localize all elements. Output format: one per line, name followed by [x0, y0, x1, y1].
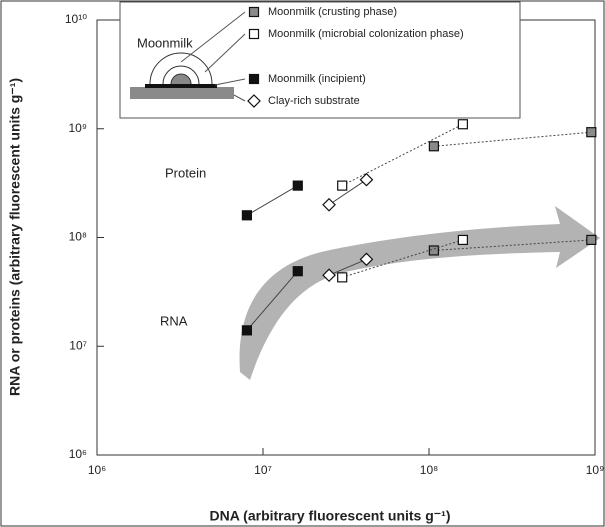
annotation: Protein — [165, 165, 206, 180]
marker — [322, 268, 336, 283]
marker — [457, 119, 468, 130]
marker — [359, 172, 374, 187]
illustration-incipient — [145, 84, 217, 88]
legend-label: Moonmilk (incipient) — [268, 73, 366, 85]
annotation: RNA — [160, 313, 188, 328]
marker — [428, 245, 439, 256]
marker — [241, 210, 253, 221]
marker — [337, 180, 348, 191]
y-axis-label: RNA or proteins (arbitrary fluorescent u… — [7, 78, 23, 396]
y-tick-label: 10⁶ — [69, 447, 87, 461]
illustration-inner — [170, 73, 192, 85]
marker — [428, 141, 439, 152]
marker — [586, 127, 597, 138]
illustration-leaders — [180, 11, 246, 102]
x-tick-label: 10⁹ — [586, 463, 605, 477]
x-tick-label: 10⁶ — [88, 463, 106, 477]
marker — [359, 252, 374, 267]
y-tick-label: 10¹⁰ — [65, 12, 87, 26]
marker — [292, 180, 303, 191]
legend-marker — [248, 28, 260, 40]
y-tick-label: 10⁷ — [69, 338, 87, 352]
marker — [292, 266, 303, 277]
marker — [586, 234, 597, 246]
series-line — [328, 179, 367, 206]
x-tick-label: 10⁷ — [254, 463, 272, 477]
x-tick-label: 10⁸ — [420, 463, 438, 477]
trend-arrow — [239, 206, 600, 380]
series-line — [246, 185, 299, 216]
series-line — [433, 131, 592, 147]
legend-label: Moonmilk (crusting phase) — [268, 6, 397, 18]
legend-label: Clay-rich substrate — [268, 95, 360, 107]
series-line — [341, 123, 464, 187]
illustration-substrate — [130, 87, 234, 99]
y-tick-label: 10⁸ — [69, 230, 87, 244]
legend-title: Moonmilk — [137, 35, 193, 50]
x-axis-label: DNA (arbitrary fluorescent units g⁻¹) — [209, 508, 450, 524]
legend-marker — [248, 73, 260, 85]
y-tick-label: 10⁹ — [69, 121, 88, 135]
legend-marker — [248, 6, 260, 18]
marker — [457, 234, 468, 246]
series-line — [328, 258, 367, 276]
marker — [241, 325, 253, 336]
legend: Moonmilk Moonmilk (crusting phase) Moonmi… — [119, 1, 521, 119]
illustration-outer — [149, 52, 213, 85]
legend-label: Moonmilk (microbial colonization phase) — [268, 28, 464, 40]
marker — [337, 272, 348, 283]
series-line — [342, 239, 464, 278]
legend-marker — [247, 94, 261, 108]
marker — [322, 197, 336, 212]
series-line — [246, 270, 299, 331]
